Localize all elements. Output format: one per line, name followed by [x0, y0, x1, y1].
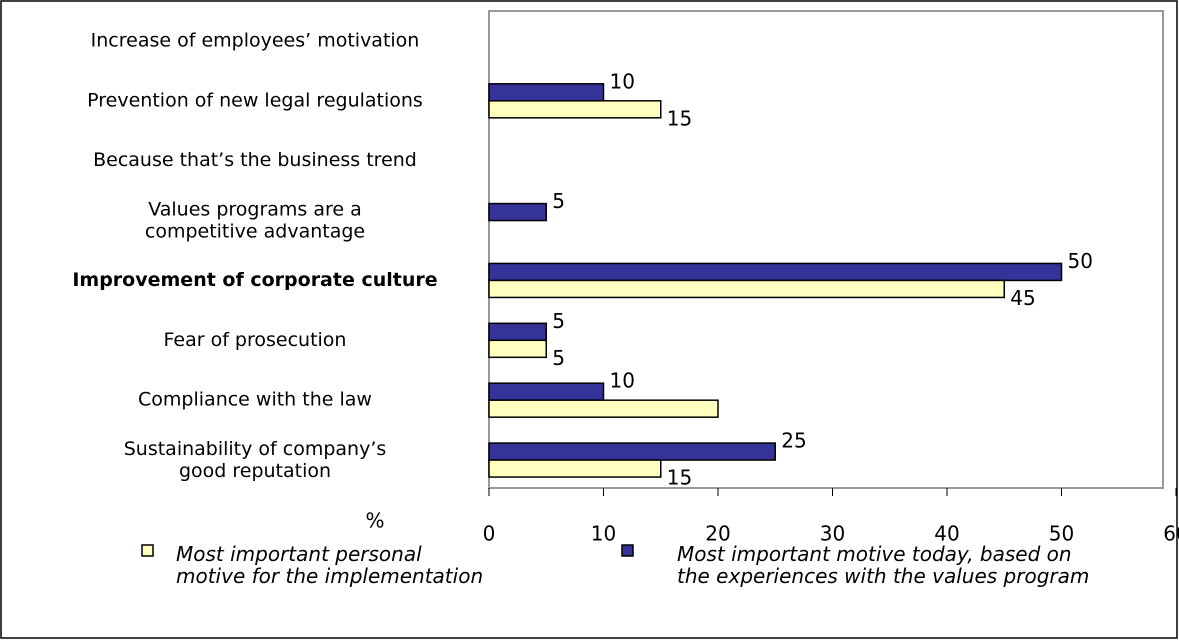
y-tick-label: Values programs are a competitive advanta…	[145, 198, 365, 242]
legend-label: Most important motive today, based on the…	[677, 542, 1089, 588]
bar	[488, 262, 1063, 282]
bar	[488, 382, 605, 401]
data-label: 50	[1068, 249, 1093, 273]
data-label: 15	[667, 466, 692, 490]
data-label: 10	[610, 69, 635, 93]
data-label: 10	[610, 369, 635, 393]
y-tick-label: Improvement of corporate culture	[72, 269, 437, 291]
y-tick-label: Increase of employees’ motivation	[91, 29, 420, 51]
y-tick-label: Sustainability of company’s good reputati…	[124, 438, 387, 482]
bar	[488, 442, 776, 461]
data-label: 5	[552, 346, 565, 370]
legend-label: Most important personal motive for the im…	[176, 542, 483, 588]
x-tick-label: 30	[820, 522, 845, 546]
data-label: 5	[552, 309, 565, 333]
x-tick-label: 50	[1049, 522, 1074, 546]
x-tick-label: 40	[934, 522, 959, 546]
bar	[488, 399, 719, 418]
y-tick-label: Because that’s the business trend	[93, 149, 417, 171]
bar	[488, 100, 662, 119]
bar	[488, 339, 547, 359]
data-label: 45	[1010, 286, 1035, 310]
x-tick-label: 20	[705, 522, 730, 546]
bar	[488, 322, 547, 342]
legend-swatch	[621, 544, 634, 557]
y-tick-label: Compliance with the law	[138, 389, 372, 411]
data-label: 15	[667, 106, 692, 130]
x-tick-label: 0	[483, 522, 496, 546]
y-tick-label: Fear of prosecution	[164, 329, 347, 351]
data-label: 25	[781, 429, 806, 453]
legend-swatch	[141, 544, 154, 557]
x-tick-label: 10	[591, 522, 616, 546]
y-tick-label: Prevention of new legal regulations	[87, 89, 423, 111]
bar	[488, 83, 605, 102]
bar	[488, 279, 1005, 299]
bar	[488, 202, 547, 222]
x-axis-label: %	[365, 509, 384, 533]
bar	[488, 459, 662, 478]
x-tick-label: 60	[1163, 522, 1179, 546]
data-label: 5	[552, 189, 565, 213]
